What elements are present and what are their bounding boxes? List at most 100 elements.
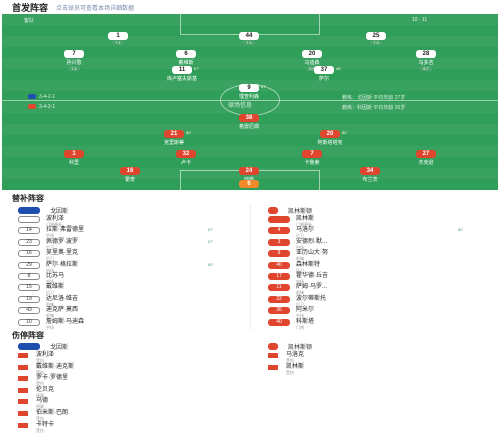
player-home[interactable]: 28 乌多吉 6.7: [394, 50, 458, 72]
jersey: 1: [64, 150, 84, 158]
player-name: 霍奇: [124, 177, 135, 183]
injury-marker-icon: [18, 364, 28, 370]
coach-name: 戈因斯: [50, 209, 69, 215]
player-away[interactable]: 1 科里: [42, 150, 106, 166]
sub-row[interactable]: 14 拉斯·弗雷德里 中场 67': [18, 227, 243, 238]
player-away[interactable]: 34 布兰茨: [338, 167, 402, 183]
jersey: 24: [239, 167, 259, 175]
player-home[interactable]: 7 孙兴慜 7.2: [42, 50, 106, 72]
jersey: 20: [302, 50, 322, 58]
sub-row[interactable]: 波利泽 门将替补: [18, 216, 243, 227]
team-flag-icon: [268, 343, 278, 350]
player-position: 后卫: [296, 267, 304, 273]
player-name: 伦贝克: [36, 386, 55, 393]
player-name: 库卢塞夫斯基: [166, 76, 197, 82]
player-position: 前锋: [296, 290, 304, 296]
coach-name: 戈因斯: [50, 345, 69, 351]
sub-row[interactable]: 40 科斯塔 门将: [268, 318, 493, 330]
sub-row[interactable]: 凯林斯 门将替补: [268, 216, 493, 227]
player-home[interactable]: 44 7.1: [217, 32, 281, 46]
player-away[interactable]: 21 80' 克里斯蒂: [142, 130, 206, 146]
player-name: 萨姆·马罗...: [296, 284, 327, 291]
injury-row[interactable]: 乌德 停赛: [18, 398, 243, 409]
sub-event: 80': [208, 261, 214, 267]
player-name: 拉斯·弗雷德里: [46, 227, 84, 234]
sub-row[interactable]: 16 吴里奥·里克 后卫: [18, 250, 243, 261]
sub-row[interactable]: 36 阿米尔 中场: [268, 307, 493, 318]
jersey: 16: [120, 167, 140, 175]
injury-row[interactable]: 戴维斯·迪克斯 受伤: [18, 364, 243, 375]
player-position: 中场: [46, 233, 54, 239]
injury-row[interactable]: 波利泽 受伤: [18, 352, 243, 363]
jersey: 1: [108, 32, 128, 40]
jersey: 9: [239, 84, 259, 92]
jersey-number: 9: [268, 250, 290, 258]
jersey: 7: [64, 50, 84, 58]
rating: 6.9: [306, 66, 318, 71]
sub-row[interactable]: 43 迪克萨·莫西 前锋: [18, 307, 243, 318]
rating: 7.1: [243, 40, 255, 45]
player-home[interactable]: 9 67' 理查利森: [217, 84, 281, 100]
player-name: 詹姆斯·马迪森: [46, 318, 84, 325]
injury-row[interactable]: 罗卡·罗德里 受伤: [18, 375, 243, 386]
player-away[interactable]: 27 杰克逊: [394, 150, 458, 166]
player-away[interactable]: 16 霍奇: [98, 167, 162, 183]
injury-marker-icon: [18, 422, 28, 428]
sub-row[interactable]: 10 詹姆斯·马迪森 中场: [18, 318, 243, 330]
sub-event: 46': [336, 66, 342, 71]
player-name: 萨尔·格拉斯: [46, 261, 78, 268]
injury-row[interactable]: 卡特卡 受伤: [18, 422, 243, 433]
injury-row[interactable]: 马洛克 受伤: [268, 352, 493, 363]
sub-row[interactable]: 3 安德烈·默... 中场: [268, 238, 493, 250]
team-flag-icon: [18, 343, 40, 350]
sub-row[interactable]: 22 波尔蒂斯托 后卫: [268, 295, 493, 307]
sub-row[interactable]: 19 达尼洛·维吉 前锋: [18, 295, 243, 307]
injury-home-head: 戈因斯: [18, 341, 68, 352]
sub-row[interactable]: 29 萨尔·格拉斯 中场 80': [18, 261, 243, 273]
player-home[interactable]: 37 46' 萨尔: [292, 66, 356, 82]
player-home[interactable]: 20 马迪森 6.9: [280, 50, 344, 72]
jersey: 44: [239, 32, 259, 40]
injury-status: 受伤: [36, 381, 44, 387]
player-name: 卡鲁索: [304, 160, 320, 166]
injury-row[interactable]: 伦贝克 停赛: [18, 387, 243, 398]
player-away[interactable]: 32 卢卡: [154, 150, 218, 166]
team-flag-icon: [18, 207, 40, 214]
player-name: 佩德罗·波罗: [46, 238, 78, 245]
player-name: 伯米斯·巴朗: [36, 410, 68, 416]
player-home[interactable]: 11 67' 库卢塞夫斯基: [150, 66, 214, 82]
away-formation: 3-4-2-1: [28, 104, 55, 110]
player-home[interactable]: 1 7.1: [86, 32, 150, 46]
sub-row[interactable]: 17 霍华德·丘吉 中场: [268, 273, 493, 284]
jersey-number: 43: [18, 307, 40, 315]
sub-event: 80': [342, 130, 348, 135]
coach-name: 凯林斯顿: [288, 345, 313, 351]
sub-event: 67': [261, 84, 267, 89]
sub-row[interactable]: 11 萨姆·马罗... 前锋: [268, 284, 493, 295]
jersey-number: 36: [268, 307, 290, 315]
left-team-label: 客队: [24, 18, 35, 24]
sub-row[interactable]: 4 马洛尔 后卫 80': [268, 227, 493, 238]
injury-row[interactable]: 凯林斯 受伤: [268, 364, 493, 375]
jersey-number: 15: [18, 284, 40, 292]
player-away-keeper[interactable]: 6: [217, 180, 281, 188]
player-position: 前锋: [46, 301, 54, 307]
jersey: 27: [416, 150, 436, 158]
player-away[interactable]: 38 格雷厄姆: [217, 114, 281, 130]
player-away[interactable]: 20 80' 阿斯塔塔克: [298, 130, 362, 146]
player-name: 杰克逊: [418, 160, 434, 166]
player-home[interactable]: 25 7.4: [344, 32, 408, 46]
jersey: 6: [176, 50, 196, 58]
player-position: 前锋: [296, 256, 304, 262]
injury-row[interactable]: 伯米斯·巴朗 受伤: [18, 410, 243, 421]
jersey: 38: [239, 114, 259, 122]
rating: 7.1: [112, 40, 124, 45]
sub-row[interactable]: 9 亚历山大·努 前锋: [268, 250, 493, 261]
sub-row[interactable]: 15 戴维斯 后卫: [18, 284, 243, 295]
sub-row[interactable]: 8 比苏马 中场: [18, 273, 243, 284]
sub-row[interactable]: 40 森林斯特 后卫: [268, 261, 493, 273]
sub-row[interactable]: 23 佩德罗·波罗 后卫 67': [18, 238, 243, 250]
player-name: 马迪森: [304, 60, 320, 66]
player-position: 前锋: [46, 313, 54, 319]
player-away[interactable]: 7 卡鲁索: [280, 150, 344, 166]
